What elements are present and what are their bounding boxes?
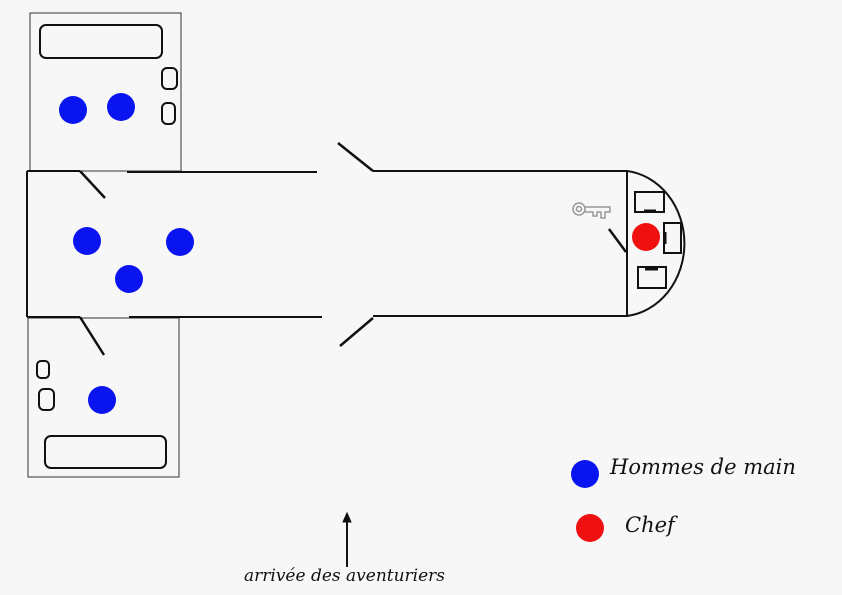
henchman-token [107,93,135,121]
chief-tokens [632,223,660,251]
arrival-label: arrivée des aventuriers [244,566,445,586]
corridor-walls [27,171,684,317]
legend-henchmen-label: Hommes de main [610,455,796,479]
legend-henchmen-marker [571,460,599,488]
legend-chief-marker [576,514,604,542]
key-icon [573,203,610,218]
chest-2 [664,223,681,253]
henchman-token [115,265,143,293]
chief-token [632,223,660,251]
legend-chief-label: Chef [625,513,675,537]
henchman-token [59,96,87,124]
arrow-up-icon [343,513,351,567]
henchman-token [166,228,194,256]
door-corridor-bottom [340,318,373,346]
henchman-token [73,227,101,255]
henchman-token [88,386,116,414]
door-corridor-top [338,143,373,171]
door-north-room [80,171,105,198]
room-north [30,13,181,171]
door-chief-room [609,229,626,252]
chest-1 [635,192,664,212]
